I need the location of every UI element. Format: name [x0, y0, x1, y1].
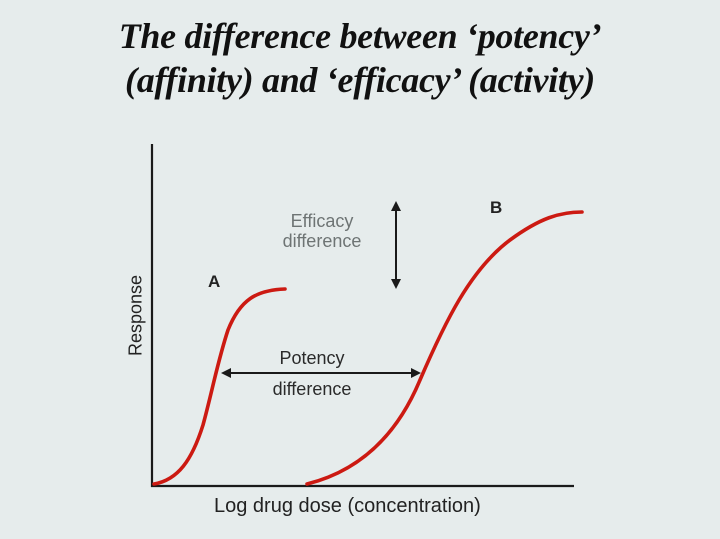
efficacy-line-1: Efficacy	[290, 211, 354, 231]
curve-b	[305, 210, 584, 486]
efficacy-difference-label: Efficacy difference	[272, 211, 372, 251]
potency-label-top: Potency	[279, 348, 345, 368]
curve-a	[152, 287, 287, 486]
slide-title: The difference between ‘potency’ (affini…	[0, 14, 720, 102]
x-axis-label: Log drug dose (concentration)	[214, 495, 481, 517]
title-line-1: The difference between ‘potency’	[118, 16, 602, 56]
title-line-2: (affinity) and ‘efficacy’ (activity)	[125, 60, 595, 100]
curve-b-label: B	[490, 198, 503, 217]
curve-a-label: A	[208, 272, 221, 291]
potency-label-bottom: difference	[272, 379, 352, 399]
y-axis-label: Response	[125, 274, 146, 357]
efficacy-line-2: difference	[282, 231, 362, 251]
